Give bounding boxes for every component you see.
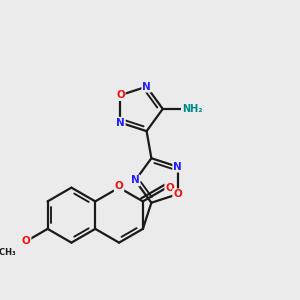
Text: N: N [142,82,151,92]
Text: O: O [22,236,31,246]
Text: OCH₃: OCH₃ [0,248,16,257]
Text: O: O [165,183,174,193]
Text: O: O [116,90,125,100]
Text: NH₂: NH₂ [182,104,202,114]
Text: O: O [173,189,182,199]
Text: N: N [131,176,140,185]
Text: N: N [173,162,182,172]
Text: O: O [115,181,123,191]
Text: N: N [116,118,125,128]
